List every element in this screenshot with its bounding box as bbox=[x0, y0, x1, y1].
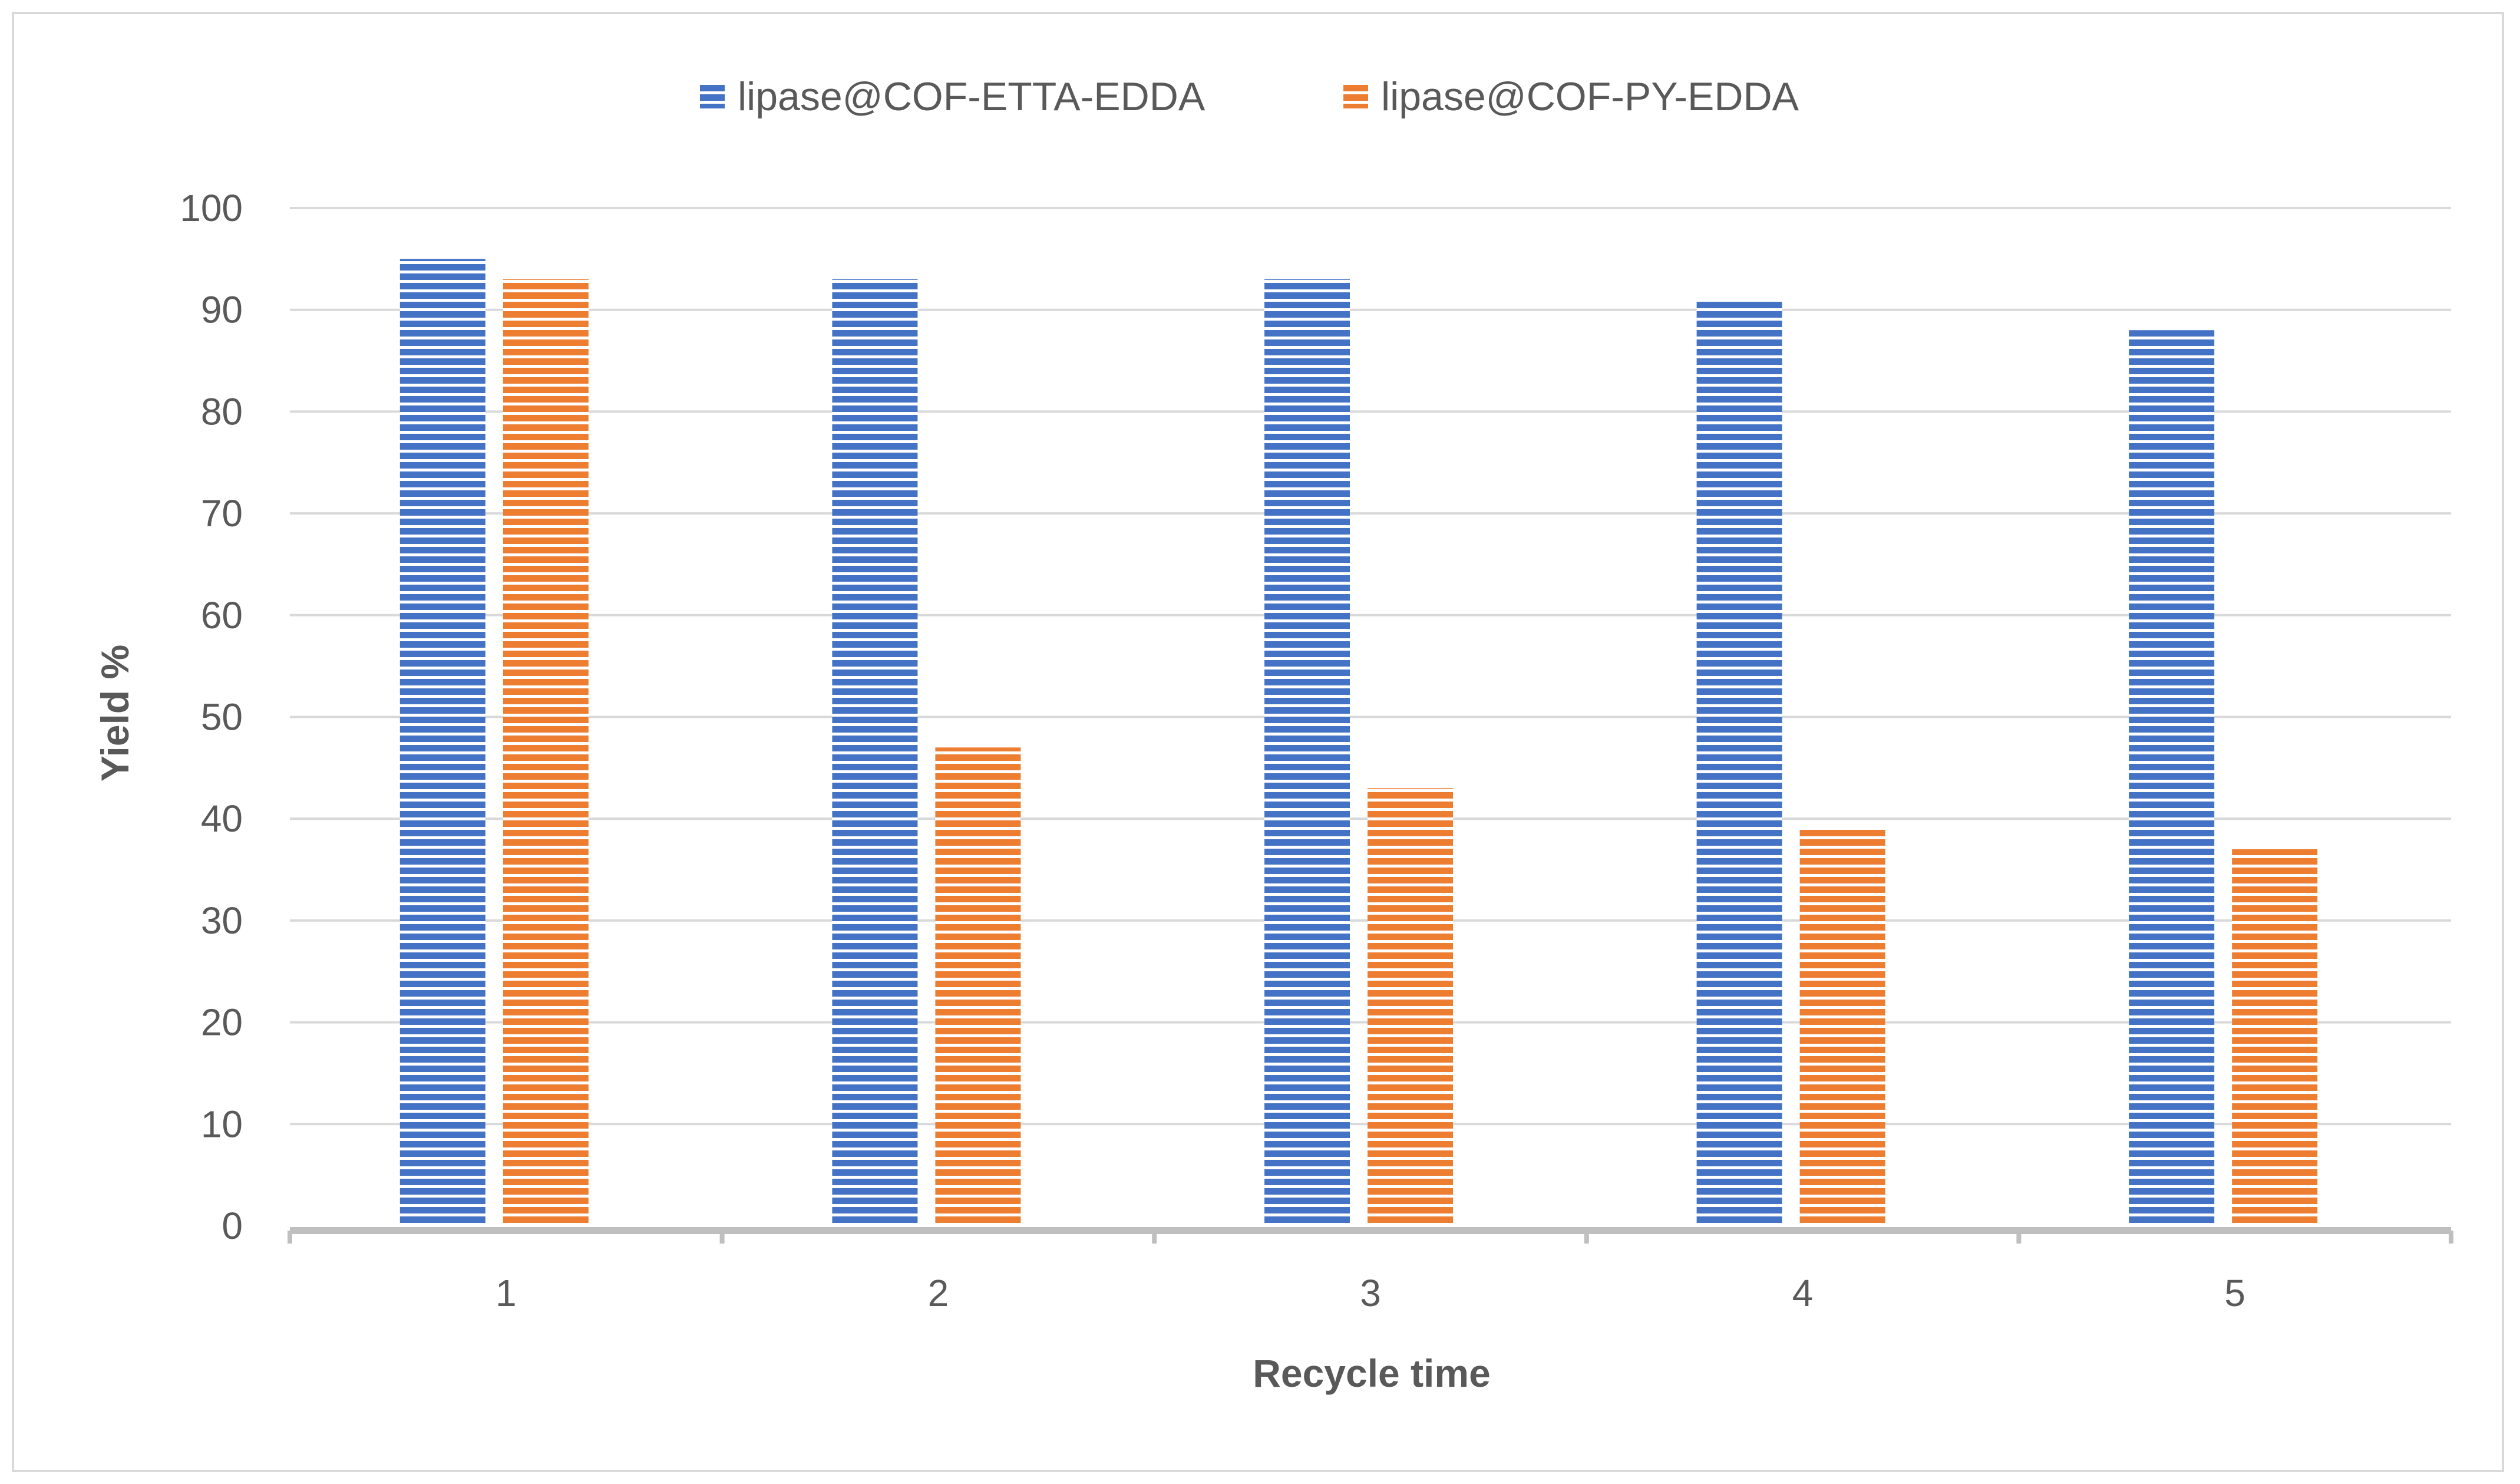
y-tick-label: 0 bbox=[222, 1205, 243, 1247]
x-tick-label: 2 bbox=[928, 1272, 949, 1314]
legend-label-series-0: lipase@COF-ETTA-EDDA bbox=[738, 74, 1205, 119]
x-tick-label: 1 bbox=[496, 1272, 517, 1314]
y-tick-label: 70 bbox=[201, 492, 243, 535]
bar-series-1-cat-5[interactable] bbox=[2232, 849, 2318, 1226]
legend-label-series-1: lipase@COF-PY-EDDA bbox=[1381, 74, 1799, 119]
bar-series-0-cat-5[interactable] bbox=[2129, 330, 2215, 1226]
x-axis bbox=[288, 1227, 2453, 1244]
bar-series-0-cat-2[interactable] bbox=[832, 279, 918, 1226]
bar-series-1-cat-1[interactable] bbox=[503, 279, 589, 1226]
bar-series-0-cat-1[interactable] bbox=[399, 259, 485, 1226]
y-tick-label: 100 bbox=[180, 187, 243, 229]
bar-series-0-cat-4[interactable] bbox=[1696, 299, 1782, 1226]
y-tick-label: 50 bbox=[201, 696, 243, 738]
y-axis-title: Yield % bbox=[93, 645, 137, 781]
x-tick-label: 3 bbox=[1360, 1272, 1381, 1314]
bars bbox=[399, 259, 2318, 1226]
legend-swatch-series-0 bbox=[700, 84, 725, 108]
y-tick-label: 60 bbox=[201, 594, 243, 637]
bar-series-0-cat-3[interactable] bbox=[1264, 279, 1350, 1226]
x-axis-title: Recycle time bbox=[1253, 1351, 1491, 1395]
y-tick-label: 20 bbox=[201, 1001, 243, 1044]
y-tick-label: 80 bbox=[201, 390, 243, 433]
bar-series-1-cat-2[interactable] bbox=[935, 747, 1021, 1226]
legend-item-series-0[interactable]: lipase@COF-ETTA-EDDA bbox=[700, 74, 1205, 119]
legend: lipase@COF-ETTA-EDDA lipase@COF-PY-EDDA bbox=[700, 74, 1799, 119]
y-tick-label: 90 bbox=[201, 289, 243, 331]
y-axis-ticks: 0 10 20 30 40 50 60 70 80 90 100 bbox=[180, 187, 243, 1247]
x-tick-label: 5 bbox=[2224, 1272, 2245, 1314]
bar-series-1-cat-3[interactable] bbox=[1368, 788, 1453, 1226]
y-tick-label: 10 bbox=[201, 1103, 243, 1145]
x-tick-label: 4 bbox=[1792, 1272, 1814, 1314]
gridlines bbox=[290, 207, 2451, 1126]
y-tick-label: 40 bbox=[201, 797, 243, 840]
y-tick-label: 30 bbox=[201, 899, 243, 942]
legend-swatch-series-1 bbox=[1343, 84, 1368, 108]
x-axis-ticks: 1 2 3 4 5 bbox=[496, 1272, 2245, 1314]
bar-series-1-cat-4[interactable] bbox=[1799, 829, 1885, 1226]
legend-item-series-1[interactable]: lipase@COF-PY-EDDA bbox=[1343, 74, 1799, 119]
